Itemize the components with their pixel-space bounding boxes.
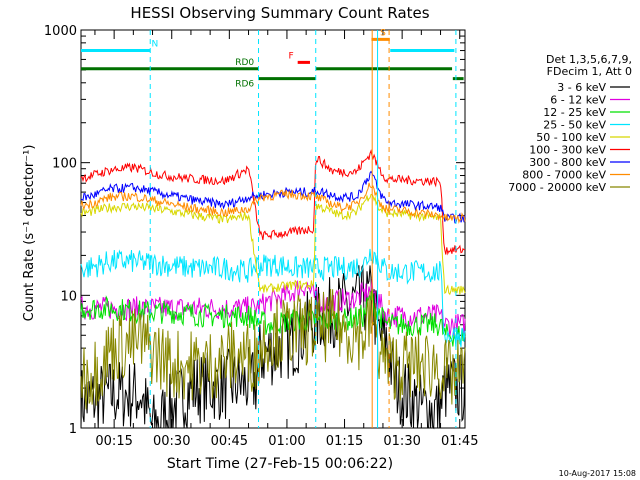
state-bar-label: N bbox=[152, 40, 159, 50]
x-axis-label: Start Time (27-Feb-15 00:06:22) bbox=[167, 456, 393, 472]
x-tick-label: 00:15 bbox=[95, 434, 132, 449]
legend-entry-label: 6 - 12 keV bbox=[550, 94, 606, 107]
series-line bbox=[80, 248, 466, 347]
series-line bbox=[80, 279, 466, 337]
y-axis-label: Count Rate (s⁻¹ detector⁻¹) bbox=[22, 145, 37, 322]
legend-entry-label: 100 - 300 keV bbox=[529, 144, 606, 157]
state-bar-label: RD6 bbox=[235, 80, 254, 90]
legend-entry-label: 25 - 50 keV bbox=[543, 119, 606, 132]
x-tick-label: 01:00 bbox=[268, 434, 305, 449]
legend-entry-label: 800 - 7000 keV bbox=[522, 169, 606, 182]
y-tick-label: 100 bbox=[52, 157, 77, 172]
y-tick-label: 1000 bbox=[44, 24, 77, 39]
x-tick-label: 00:30 bbox=[153, 434, 190, 449]
y-tick-label: 1 bbox=[69, 422, 77, 437]
x-tick-label: 00:45 bbox=[211, 434, 248, 449]
series-line bbox=[80, 288, 466, 347]
series-line bbox=[80, 170, 466, 224]
plot-frame bbox=[80, 29, 466, 429]
y-axis-label-group: Count Rate (s⁻¹ detector⁻¹) bbox=[22, 145, 37, 322]
series-line bbox=[80, 149, 466, 256]
chart-title: HESSI Observing Summary Count Rates bbox=[130, 4, 429, 22]
series-line bbox=[80, 288, 466, 410]
legend-entry-label: 7000 - 20000 keV bbox=[508, 181, 606, 194]
series-line bbox=[80, 193, 466, 296]
legend-entry-label: 12 - 25 keV bbox=[543, 106, 606, 119]
legend-entry-label: 50 - 100 keV bbox=[536, 131, 606, 144]
x-tick-label: 01:30 bbox=[383, 434, 420, 449]
legend-header-line: Det 1,3,5,6,7,9, bbox=[546, 53, 632, 66]
state-bar-label: F bbox=[289, 51, 294, 61]
state-bar-label: S bbox=[380, 28, 386, 38]
plot-area: 1 10 100 1000 00:15 00:30 00:45 01:00 01:15 01:30… bbox=[44, 24, 479, 449]
legend-header-line: FDecim 1, Att 0 bbox=[547, 65, 632, 78]
legend: Det 1,3,5,6,7,9,FDecim 1, Att 0 3 - 6 keV… bbox=[508, 53, 632, 194]
series-line bbox=[80, 263, 466, 430]
x-tick-label: 01:15 bbox=[326, 434, 363, 449]
state-bar-label: RD0 bbox=[235, 58, 254, 68]
series-line bbox=[80, 182, 466, 224]
x-tick-label: 01:45 bbox=[441, 434, 478, 449]
legend-entry-label: 3 - 6 keV bbox=[557, 81, 606, 94]
legend-entry-label: 300 - 800 keV bbox=[529, 156, 606, 169]
timestamp: 10-Aug-2017 15:08 bbox=[559, 469, 636, 478]
y-tick-label: 10 bbox=[60, 289, 77, 304]
